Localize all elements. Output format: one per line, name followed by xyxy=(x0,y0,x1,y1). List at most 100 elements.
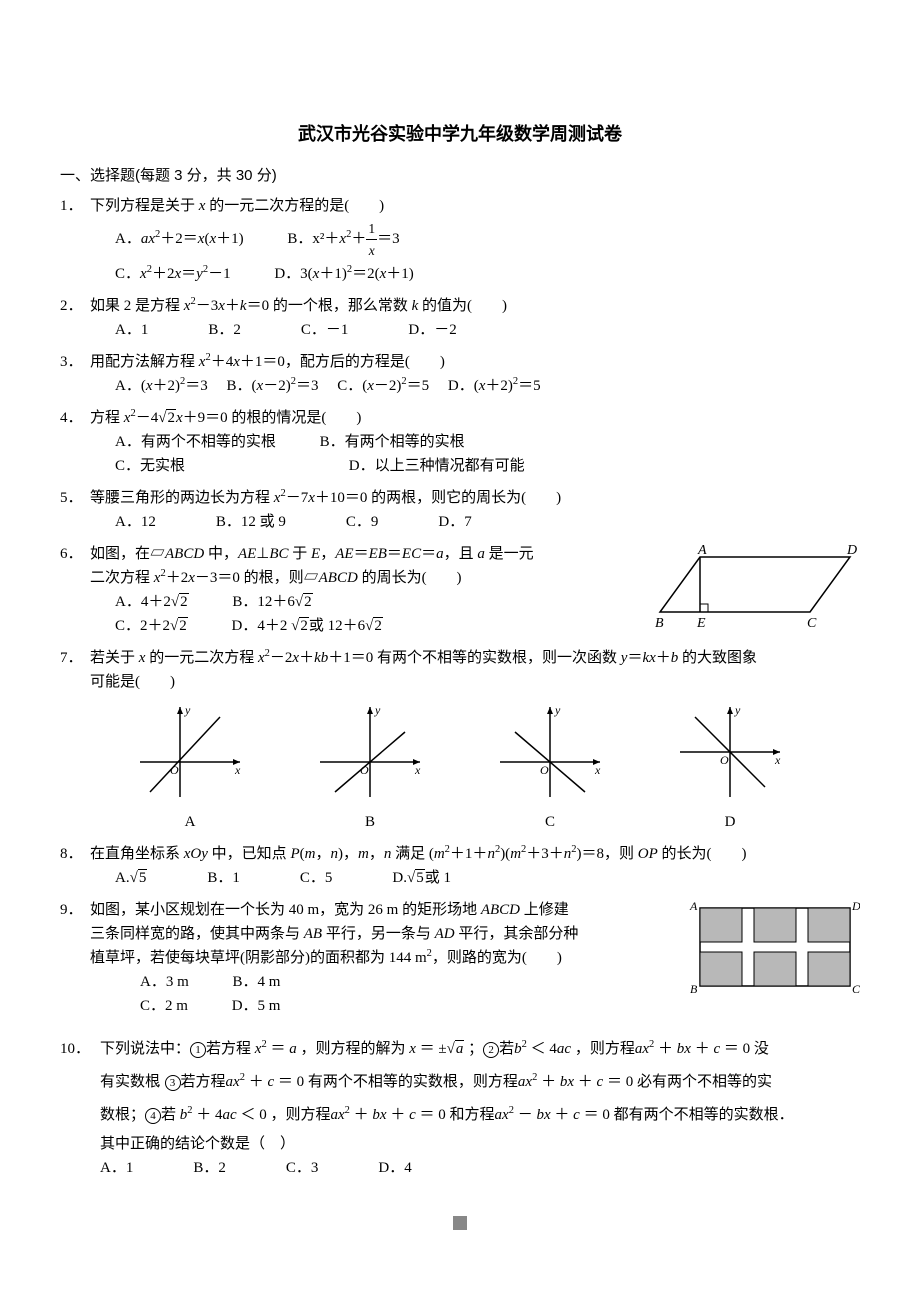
q-text-line1: 如图，在▱ABCD 中，AE⊥BC 于 E，AE＝EB＝EC＝a，且 a 是一元 xyxy=(90,546,534,562)
circle-3: 3 xyxy=(165,1075,181,1091)
options-row2: C．2 m D．5 m xyxy=(60,994,675,1018)
q-text-line3: 植草坪，若使每块草坪(阴影部分)的面积都为 144 m2，则路的宽为( ) xyxy=(60,946,675,970)
q-text-p1: 下列说法中：1若方程 x2 ＝ a ，则方程的解为 x ＝ ±a ；2若b2 ＜… xyxy=(100,1041,769,1057)
sqrt: 5 xyxy=(138,869,148,886)
options-row1: A．4＋22 B．12＋62 xyxy=(60,590,640,614)
option-b: B．4 m xyxy=(233,974,281,990)
sqrt: a xyxy=(455,1040,465,1057)
option-c: C．5 xyxy=(300,866,333,890)
sqrt: 2 xyxy=(303,593,313,610)
option-a: A．1 xyxy=(115,318,148,342)
question-9: 9． 如图，某小区规划在一个长为 40 m，宽为 26 m 的矩形场地 ABCD… xyxy=(60,898,860,1018)
q-text: 如果 2 是方程 x2－3x＋k＝0 的一个根，那么常数 k 的值为( ) xyxy=(90,298,507,314)
question-5: 5． 等腰三角形的两边长为方程 x2－7x＋10＝0 的两根，则它的周长为( )… xyxy=(60,486,860,534)
option-d: D．－2 xyxy=(408,318,456,342)
option-c: C．3 xyxy=(286,1156,319,1180)
option-c: C．x2＋2x＝y2－1 xyxy=(115,266,231,282)
q-text-line2: 二次方程 x2＋2x－3＝0 的根，则▱ABCD 的周长为( ) xyxy=(60,566,640,590)
q-num: 3． xyxy=(60,350,83,374)
option-c: C．9 xyxy=(346,510,379,534)
sqrt: 2 xyxy=(179,593,189,610)
option-c: C．(x－2)2＝5 xyxy=(337,378,444,394)
q-num: 8． xyxy=(60,842,83,866)
option-c: C．2＋22 xyxy=(115,618,188,634)
option-a: A．ax2＋2＝x(x＋1) xyxy=(115,231,244,247)
option-a: A．1 xyxy=(100,1156,133,1180)
options: A.5 B．1 C．5 D.5或 1 xyxy=(60,866,860,890)
svg-text:y: y xyxy=(374,703,381,717)
svg-text:y: y xyxy=(184,703,191,717)
svg-text:O: O xyxy=(360,763,369,777)
options-row2: C．2＋22 D．4＋2 2或 12＋62 xyxy=(60,614,640,638)
svg-text:B: B xyxy=(655,616,664,631)
sqrt: 2 xyxy=(299,617,309,634)
q-text: 下列方程是关于 x 的一元二次方程的是( ) xyxy=(90,198,384,214)
option-d: D.5或 1 xyxy=(392,866,451,890)
option-b: B．(x－2)2＝3 xyxy=(227,378,334,394)
svg-text:D: D xyxy=(846,543,857,558)
options-row2: C．x2＋2x＝y2－1 D．3(x＋1)2＝2(x＋1) xyxy=(60,262,860,286)
q-text-p2: 有实数根. 3若方程ax2 ＋ c ＝ 0 有两个不相等的实数根，则方程ax2 … xyxy=(60,1066,860,1099)
svg-text:x: x xyxy=(414,763,421,777)
svg-text:E: E xyxy=(696,616,706,631)
t: 下列说法中： xyxy=(100,1041,190,1057)
graph-b: y x O B xyxy=(310,702,430,834)
q-text-line1: 若关于 x 的一元二次方程 x2－2x＋kb＋1＝0 有两个不相等的实数根，则一… xyxy=(90,650,757,666)
option-c: C．2 m xyxy=(140,998,188,1014)
option-b: B．12＋62 xyxy=(232,594,312,610)
optb-pre: B．x²＋ xyxy=(287,231,339,247)
graph-a: y x O A xyxy=(130,702,250,834)
options-row1: A．有两个不相等的实根 B．有两个相等的实根 xyxy=(60,430,860,454)
q-text-p3: 数根；4若 b2 ＋ 4ac ＜ 0 ，则方程ax2 ＋ bx ＋ c ＝ 0 … xyxy=(60,1099,860,1132)
graph-label: C xyxy=(490,810,610,834)
graph-label: D xyxy=(670,810,790,834)
q-text-line2: 三条同样宽的路，使其中两条与 AB 平行，另一条与 AD 平行，其余部分种 xyxy=(60,922,675,946)
option-a: A．(x＋2)2＝3 xyxy=(115,378,223,394)
sqrt: 2 xyxy=(178,617,188,634)
options-row2: C．无实根 D．以上三种情况都有可能 xyxy=(60,454,860,478)
svg-text:D: D xyxy=(851,899,860,913)
option-d: D．以上三种情况都有可能 xyxy=(349,458,525,474)
option-b: B．有两个相等的实根 xyxy=(320,434,465,450)
question-2: 2． 如果 2 是方程 x2－3x＋k＝0 的一个根，那么常数 k 的值为( )… xyxy=(60,294,860,342)
section-header: 一、选择题(每题 3 分，共 30 分) xyxy=(60,164,860,188)
graph-label: B xyxy=(310,810,430,834)
q-text: 方程 x2－42x＋9＝0 的根的情况是( ) xyxy=(90,410,361,426)
q-num: 1． xyxy=(60,194,83,218)
parallelogram-diagram: A D B E C xyxy=(650,542,860,632)
q-num: 9． xyxy=(60,898,83,922)
q-text-line1: 如图，某小区规划在一个长为 40 m，宽为 26 m 的矩形场地 ABCD 上修… xyxy=(90,902,569,918)
option-b: B．2 xyxy=(193,1156,226,1180)
option-d: D．5 m xyxy=(232,998,281,1014)
svg-text:O: O xyxy=(720,753,729,767)
question-1: 1． 下列方程是关于 x 的一元二次方程的是( ) A．ax2＋2＝x(x＋1)… xyxy=(60,194,860,286)
optd-post: 或 1 xyxy=(425,870,451,886)
q-num: 4． xyxy=(60,406,83,430)
frac-num: 1 xyxy=(366,218,377,241)
q-text-p4: 其中正确的结论个数是（ ） xyxy=(60,1132,860,1156)
svg-text:A: A xyxy=(697,543,707,558)
option-b: B．x²＋x2＋1x＝3 xyxy=(287,231,399,247)
q-text: 在直角坐标系 xOy 中，已知点 P(m，n)，m，n 满足 (m2＋1＋n2)… xyxy=(90,846,747,862)
page-title: 武汉市光谷实验中学九年级数学周测试卷 xyxy=(60,120,860,149)
graph-d: y x O D xyxy=(670,702,790,834)
option-c: C．－1 xyxy=(301,318,349,342)
option-c: C．无实根 xyxy=(115,454,305,478)
q-num: 6． xyxy=(60,542,83,566)
svg-text:C: C xyxy=(807,616,817,631)
option-d: D．4＋2 2或 12＋62 xyxy=(232,618,383,634)
question-4: 4． 方程 x2－42x＋9＝0 的根的情况是( ) A．有两个不相等的实根 B… xyxy=(60,406,860,478)
circle-2: 2 xyxy=(483,1042,499,1058)
options: A．(x＋2)2＝3 B．(x－2)2＝3 C．(x－2)2＝5 D．(x＋2)… xyxy=(60,374,860,398)
question-10: 10． 下列说法中：1若方程 x2 ＝ a ，则方程的解为 x ＝ ±a ；2若… xyxy=(60,1033,860,1180)
question-3: 3． 用配方法解方程 x2＋4x＋1＝0，配方后的方程是( ) A．(x＋2)2… xyxy=(60,350,860,398)
options: A．1 B．2 C．－1 D．－2 xyxy=(60,318,860,342)
q-num: 10． xyxy=(60,1033,90,1066)
question-7: 7． 若关于 x 的一元二次方程 x2－2x＋kb＋1＝0 有两个不相等的实数根… xyxy=(60,646,860,834)
q-num: 5． xyxy=(60,486,83,510)
option-a: A．4＋22 xyxy=(115,594,189,610)
question-6: 6． 如图，在▱ABCD 中，AE⊥BC 于 E，AE＝EB＝EC＝a，且 a … xyxy=(60,542,860,638)
svg-text:O: O xyxy=(170,763,179,777)
option-a: A．有两个不相等的实根 xyxy=(115,434,276,450)
question-8: 8． 在直角坐标系 xOy 中，已知点 P(m，n)，m，n 满足 (m2＋1＋… xyxy=(60,842,860,890)
